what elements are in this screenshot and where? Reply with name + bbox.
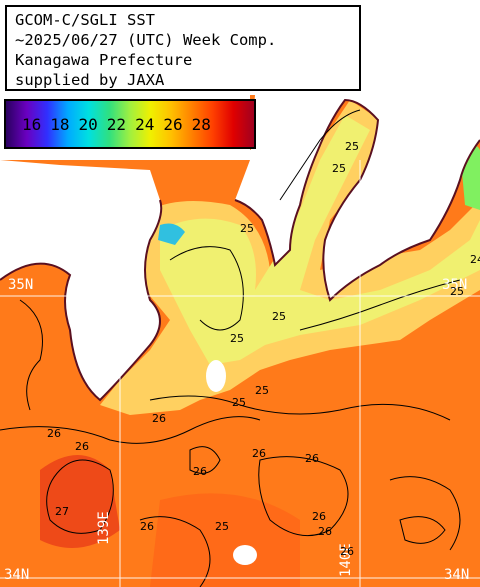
lat-label-35n-left: 35N bbox=[8, 277, 34, 293]
title-line-1: GCOM-C/SGLI SST bbox=[15, 11, 155, 29]
contour-label: 25 bbox=[232, 396, 246, 409]
contour-label: 26 bbox=[47, 427, 61, 440]
bay-cooler-water bbox=[160, 115, 480, 365]
island-oshima bbox=[206, 360, 226, 392]
contour-label: 26 bbox=[193, 465, 207, 478]
contour-label: 26 bbox=[152, 412, 166, 425]
contour-label: 26 bbox=[140, 520, 154, 533]
contour-label: 26 bbox=[305, 452, 319, 465]
title-line-3: Kanagawa Prefecture bbox=[15, 51, 193, 69]
legend-tick: 28 bbox=[191, 114, 211, 134]
legend-tick: 20 bbox=[78, 114, 98, 134]
lat-label-35n-right: 35N bbox=[442, 277, 468, 293]
legend-tick: 16 bbox=[22, 114, 42, 134]
contour-label: 26 bbox=[252, 447, 266, 460]
legend-tick: 22 bbox=[106, 114, 127, 134]
contour-lines bbox=[0, 109, 461, 587]
contour-label: 24 bbox=[470, 253, 480, 266]
coastal-cold-patch-bay bbox=[158, 223, 185, 245]
land-northeast bbox=[235, 0, 480, 300]
lat-label-34n-left: 34N bbox=[4, 567, 30, 583]
color-legend: 16 18 20 22 24 26 28 bbox=[4, 99, 256, 149]
lat-label-34n-right: 34N bbox=[444, 567, 470, 583]
contour-label: 26 bbox=[312, 510, 326, 523]
contour-label: 25 bbox=[255, 384, 269, 397]
contour-label: 25 bbox=[450, 285, 464, 298]
legend-tick: 26 bbox=[163, 114, 183, 134]
contour-label: 26 bbox=[75, 440, 89, 453]
title-box: GCOM-C/SGLI SST ~2025/06/27 (UTC) Week C… bbox=[5, 5, 361, 91]
contour-label: 26 bbox=[318, 525, 332, 538]
warm-patch-south bbox=[150, 493, 300, 587]
coastline bbox=[0, 98, 480, 402]
island-south bbox=[233, 545, 257, 565]
legend-tick-labels: 16 18 20 22 24 26 28 bbox=[6, 101, 254, 147]
contour-label: 25 bbox=[230, 332, 244, 345]
contour-label: 27 bbox=[55, 505, 69, 518]
contour-label: 25 bbox=[272, 310, 286, 323]
contour-label: 25 bbox=[345, 140, 359, 153]
title-line-2: ~2025/06/27 (UTC) Week Comp. bbox=[15, 31, 277, 49]
legend-tick: 24 bbox=[135, 114, 155, 134]
contour-label: 26 bbox=[340, 545, 354, 558]
contour-label: 25 bbox=[215, 520, 229, 533]
graticule bbox=[0, 160, 480, 587]
contour-label: 25 bbox=[240, 222, 254, 235]
legend-tick: 18 bbox=[50, 114, 70, 134]
title-line-4: supplied by JAXA bbox=[15, 71, 165, 89]
warm-patch-southwest bbox=[40, 455, 120, 548]
contour-label: 25 bbox=[332, 162, 346, 175]
